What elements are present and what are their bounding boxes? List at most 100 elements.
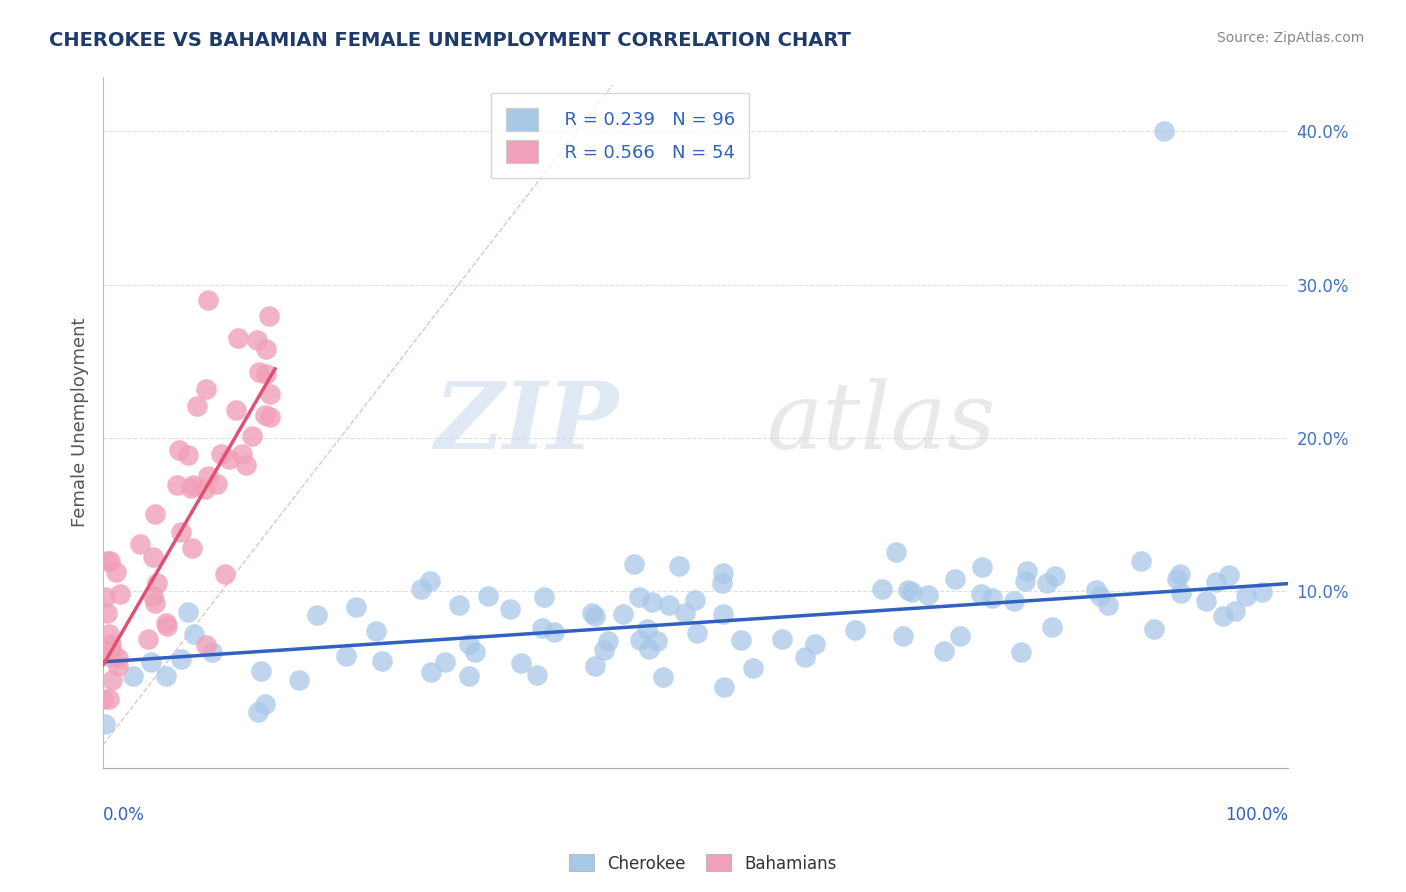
- Point: [167, 442, 190, 457]
- Point: [1170, 585, 1192, 599]
- Point: [257, 309, 280, 323]
- Point: [1251, 585, 1274, 599]
- Point: [194, 482, 217, 496]
- Point: [533, 590, 555, 604]
- Point: [770, 632, 793, 646]
- Point: [1045, 569, 1067, 583]
- Point: [1014, 574, 1036, 589]
- Text: ZIP: ZIP: [434, 377, 619, 467]
- Point: [583, 608, 606, 623]
- Point: [214, 567, 236, 582]
- Point: [97, 627, 120, 641]
- Point: [1166, 572, 1188, 586]
- Point: [638, 642, 661, 657]
- Point: [225, 403, 247, 417]
- Point: [510, 656, 533, 670]
- Point: [156, 619, 179, 633]
- Point: [685, 593, 707, 607]
- Point: [686, 625, 709, 640]
- Point: [181, 541, 204, 556]
- Point: [901, 584, 924, 599]
- Point: [177, 606, 200, 620]
- Point: [711, 576, 734, 591]
- Point: [981, 591, 1004, 605]
- Point: [803, 637, 825, 651]
- Point: [195, 638, 218, 652]
- Point: [121, 669, 143, 683]
- Point: [530, 622, 553, 636]
- Point: [945, 572, 967, 586]
- Point: [335, 648, 357, 663]
- Point: [713, 680, 735, 694]
- Point: [884, 544, 907, 558]
- Text: 100.0%: 100.0%: [1225, 805, 1288, 823]
- Point: [673, 607, 696, 621]
- Point: [1088, 589, 1111, 603]
- Point: [91, 691, 114, 706]
- Point: [1212, 608, 1234, 623]
- Point: [96, 607, 118, 621]
- Point: [155, 668, 177, 682]
- Point: [145, 575, 167, 590]
- Point: [98, 554, 121, 568]
- Point: [145, 507, 167, 521]
- Point: [949, 629, 972, 643]
- Point: [259, 386, 281, 401]
- Point: [246, 333, 269, 347]
- Point: [972, 560, 994, 574]
- Point: [136, 632, 159, 646]
- Point: [100, 637, 122, 651]
- Point: [94, 590, 117, 604]
- Point: [651, 670, 673, 684]
- Text: 0.0%: 0.0%: [103, 805, 145, 823]
- Point: [419, 574, 441, 589]
- Point: [623, 557, 645, 571]
- Point: [145, 596, 167, 610]
- Point: [170, 525, 193, 540]
- Point: [891, 630, 914, 644]
- Point: [108, 587, 131, 601]
- Point: [411, 582, 433, 597]
- Point: [1236, 589, 1258, 603]
- Point: [636, 622, 658, 636]
- Text: CHEROKEE VS BAHAMIAN FEMALE UNEMPLOYMENT CORRELATION CHART: CHEROKEE VS BAHAMIAN FEMALE UNEMPLOYMENT…: [49, 31, 851, 50]
- Point: [844, 623, 866, 637]
- Point: [1010, 645, 1032, 659]
- Point: [253, 409, 276, 423]
- Point: [1143, 622, 1166, 636]
- Point: [458, 668, 481, 682]
- Point: [433, 655, 456, 669]
- Point: [142, 590, 165, 604]
- Point: [458, 637, 481, 651]
- Point: [870, 582, 893, 596]
- Point: [235, 458, 257, 472]
- Point: [1195, 593, 1218, 607]
- Point: [1218, 568, 1240, 582]
- Point: [742, 660, 765, 674]
- Point: [711, 566, 734, 580]
- Point: [254, 697, 277, 711]
- Point: [259, 409, 281, 424]
- Point: [370, 654, 392, 668]
- Point: [628, 632, 651, 647]
- Point: [647, 633, 669, 648]
- Point: [364, 624, 387, 638]
- Point: [240, 428, 263, 442]
- Point: [581, 606, 603, 620]
- Point: [170, 652, 193, 666]
- Point: [499, 602, 522, 616]
- Point: [201, 645, 224, 659]
- Point: [658, 599, 681, 613]
- Point: [730, 632, 752, 647]
- Point: [186, 400, 208, 414]
- Point: [419, 665, 441, 679]
- Point: [98, 691, 121, 706]
- Point: [107, 651, 129, 665]
- Point: [1097, 598, 1119, 612]
- Point: [1129, 554, 1152, 568]
- Point: [104, 565, 127, 579]
- Point: [598, 633, 620, 648]
- Point: [464, 645, 486, 659]
- Point: [1153, 124, 1175, 138]
- Legend:   R = 0.239   N = 96,   R = 0.566   N = 54: R = 0.239 N = 96, R = 0.566 N = 54: [491, 94, 749, 178]
